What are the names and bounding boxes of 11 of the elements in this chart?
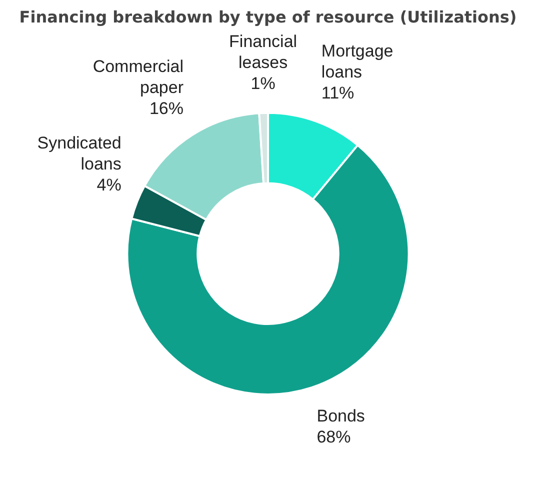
slice-label: Syndicated loans <box>37 134 122 174</box>
data-label: 68% <box>316 427 351 446</box>
data-label: 16% <box>149 98 184 118</box>
slice-label: Mortgage loans <box>321 42 394 82</box>
chart-title: Financing breakdown by type of resource (Utilizations) <box>19 8 517 26</box>
slice-label: Bonds <box>316 406 365 426</box>
data-label: 1% <box>250 74 276 93</box>
slice-label: Commercial paper <box>92 57 184 98</box>
data-label: 4% <box>96 175 122 194</box>
data-label: 11% <box>321 83 354 102</box>
slice-label: Financial leases <box>229 32 298 72</box>
